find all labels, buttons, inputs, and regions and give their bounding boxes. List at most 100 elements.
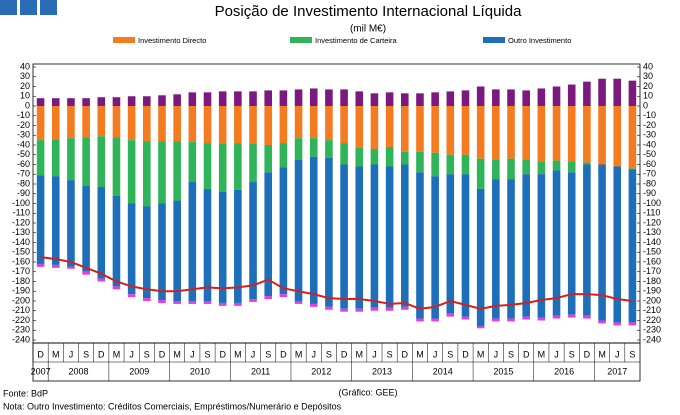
- y-tick-label: -60: [17, 159, 30, 169]
- bar: [431, 318, 439, 322]
- bar: [294, 301, 303, 304]
- bar: [355, 147, 364, 167]
- y-tick-label: -230: [12, 325, 30, 335]
- bar: [552, 86, 561, 106]
- y-tick-label: -220: [12, 315, 30, 325]
- x-tick-label: J: [251, 349, 256, 359]
- bar: [112, 195, 121, 287]
- bar: [355, 166, 364, 309]
- bar: [249, 182, 257, 300]
- bar: [249, 106, 257, 145]
- bar: [340, 308, 348, 312]
- y-tick-label: -130: [12, 227, 30, 237]
- bar: [188, 92, 197, 106]
- x-tick-label: S: [144, 349, 150, 359]
- bar: [552, 106, 561, 161]
- bar: [507, 158, 515, 180]
- x-tick-label: M: [173, 349, 181, 359]
- y-tick-label: -80: [17, 178, 30, 188]
- bar: [203, 92, 212, 106]
- y-tick-label: 20: [20, 81, 30, 91]
- bar: [82, 98, 90, 106]
- x-tick-label: M: [295, 349, 303, 359]
- y2-tick-label: -80: [643, 178, 656, 188]
- legend-label: Outro Investimento: [508, 36, 571, 45]
- bar: [249, 91, 257, 106]
- bar: [492, 106, 500, 160]
- bar: [36, 263, 45, 267]
- bar: [294, 89, 303, 106]
- y2-tick-label: -230: [643, 325, 661, 335]
- bar: [309, 106, 318, 139]
- logo-block: [0, 0, 17, 15]
- source: Fonte: BdP: [3, 388, 48, 398]
- x-group-label: 2007: [31, 366, 51, 376]
- bar: [143, 96, 151, 106]
- bar: [492, 179, 500, 319]
- bar: [613, 78, 622, 106]
- bar: [82, 271, 90, 275]
- bar: [325, 140, 333, 158]
- bar: [461, 316, 470, 320]
- bar: [431, 176, 439, 319]
- bar: [127, 106, 136, 141]
- bar: [628, 322, 637, 326]
- x-tick-label: J: [615, 349, 620, 359]
- bar: [112, 97, 121, 106]
- bar: [400, 306, 409, 310]
- bar: [416, 93, 424, 106]
- bar: [36, 98, 45, 106]
- y2-tick-label: 10: [643, 91, 653, 101]
- y2-tick-label: -110: [643, 208, 660, 218]
- chart-subtitle: (mil M€): [350, 24, 386, 35]
- bar: [309, 138, 318, 157]
- bar: [82, 137, 90, 186]
- bar: [400, 106, 409, 152]
- bar: [294, 106, 303, 139]
- bar: [67, 266, 75, 269]
- bar: [537, 174, 546, 318]
- bar: [188, 106, 197, 143]
- bar: [446, 154, 455, 175]
- y2-tick-label: -20: [643, 120, 656, 130]
- bar: [567, 172, 576, 315]
- y2-tick-label: -10: [643, 110, 656, 120]
- bar: [431, 152, 439, 177]
- bar: [431, 92, 439, 106]
- bar: [461, 106, 470, 155]
- x-group-label: 2014: [433, 366, 453, 376]
- bar: [173, 106, 181, 142]
- y2-tick-label: -90: [643, 188, 656, 198]
- bar: [203, 106, 212, 144]
- bar: [203, 301, 212, 304]
- bar: [67, 180, 75, 267]
- bar: [476, 158, 485, 189]
- bar: [51, 98, 60, 106]
- y2-tick-label: -30: [643, 130, 656, 140]
- x-tick-label: D: [523, 349, 530, 359]
- bar: [264, 172, 273, 297]
- bar: [51, 264, 60, 268]
- y-tick-label: 40: [20, 61, 30, 71]
- bar: [264, 90, 273, 106]
- bar: [400, 164, 409, 307]
- y2-tick-label: -120: [643, 217, 661, 227]
- bar: [127, 294, 136, 298]
- bar: [613, 322, 622, 326]
- bar: [279, 90, 288, 106]
- y2-tick-label: 30: [643, 71, 653, 81]
- bar: [492, 89, 500, 106]
- bar: [234, 91, 242, 106]
- bar: [583, 164, 591, 316]
- bar: [355, 106, 364, 148]
- bar: [476, 106, 485, 159]
- y-tick-label: -160: [12, 256, 30, 266]
- bar: [567, 314, 576, 318]
- bar: [461, 154, 470, 175]
- x-tick-label: S: [508, 349, 514, 359]
- x-tick-label: M: [598, 349, 606, 359]
- chart-title: Posição de Investimento Internacional Lí…: [215, 3, 523, 20]
- bar: [598, 106, 606, 165]
- bar: [583, 81, 591, 106]
